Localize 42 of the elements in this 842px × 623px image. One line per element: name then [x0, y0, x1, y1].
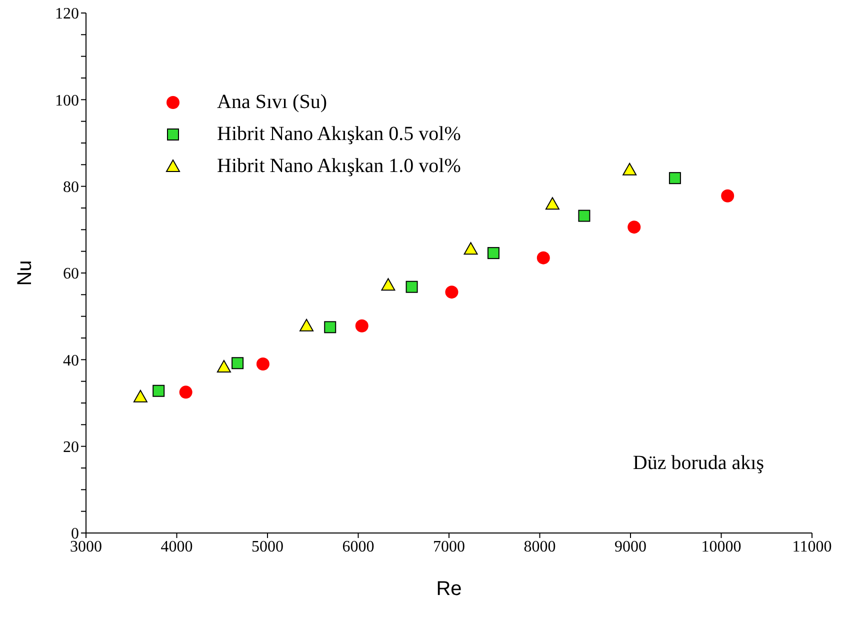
point: [445, 286, 458, 299]
point: [464, 242, 478, 255]
x-axis-title: Re: [436, 578, 462, 600]
point: [721, 189, 734, 202]
point: [232, 357, 244, 370]
point: [355, 319, 368, 332]
legend-label: Hibrit Nano Akışkan 1.0 vol%: [217, 154, 461, 179]
point: [133, 390, 148, 402]
point: [487, 247, 500, 260]
point: [381, 278, 396, 291]
x-tick-label: 10000: [701, 538, 742, 556]
point: [578, 210, 590, 222]
x-tick-label: 4000: [160, 538, 193, 556]
y-tick-label: 60: [63, 266, 79, 283]
y-tick-label: 20: [63, 439, 79, 456]
x-tick-label: 3000: [70, 538, 102, 556]
point: [628, 220, 641, 234]
point: [536, 251, 550, 264]
y-axis-title: Nu: [14, 260, 36, 286]
x-tick-label: 11000: [792, 538, 832, 556]
x-tick-label: 8000: [524, 538, 556, 556]
point: [152, 384, 165, 397]
x-tick-label: 7000: [433, 538, 465, 556]
legend-label: Ana Sıvı (Su): [217, 90, 327, 115]
y-tick-label: 80: [63, 179, 79, 196]
x-tick-label: 9000: [614, 538, 646, 556]
point: [216, 360, 231, 373]
y-tick-label: 120: [55, 6, 79, 23]
legend-label: Hibrit Nano Akışkan 0.5 vol%: [217, 122, 461, 147]
annotation: Düz boruda akış: [632, 452, 764, 475]
x-tick-label: 6000: [342, 538, 374, 556]
point: [406, 280, 418, 293]
y-tick-label: 100: [55, 92, 79, 110]
y-tick-label: 40: [63, 352, 79, 370]
point: [324, 321, 336, 334]
x-tick-label: 5000: [252, 538, 284, 556]
point: [545, 197, 560, 210]
point: [622, 162, 637, 176]
point: [668, 172, 681, 184]
point: [300, 318, 314, 332]
point: [256, 358, 270, 370]
point: [179, 386, 192, 399]
